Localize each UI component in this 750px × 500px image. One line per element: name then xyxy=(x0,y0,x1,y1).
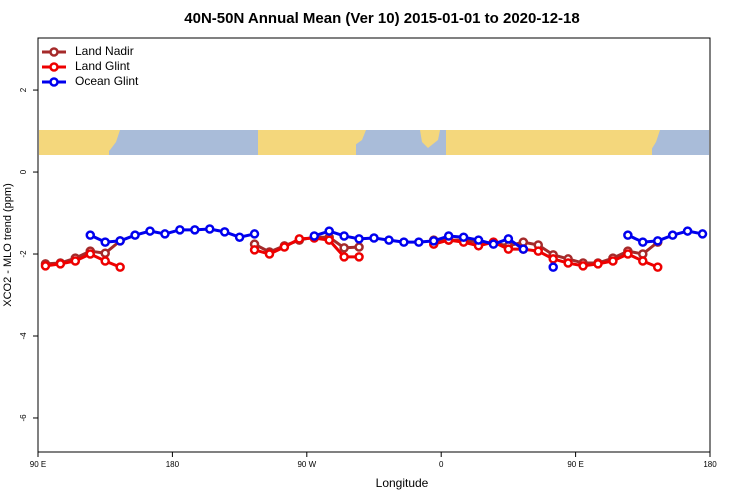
point xyxy=(204,224,215,234)
x-tick-label: 90 E xyxy=(30,460,46,469)
point xyxy=(324,235,334,245)
legend-label: Ocean Glint xyxy=(75,74,139,88)
point xyxy=(682,226,693,236)
point xyxy=(623,249,633,259)
legend-marker xyxy=(49,47,59,57)
point xyxy=(339,231,349,241)
point xyxy=(563,258,573,268)
y-tick-label: 2 xyxy=(19,87,28,92)
x-tick-label: 90 W xyxy=(297,460,316,469)
legend-marker xyxy=(49,62,59,72)
point xyxy=(339,243,349,253)
point xyxy=(264,249,275,259)
point xyxy=(294,234,305,244)
point xyxy=(40,261,51,271)
point xyxy=(85,230,96,240)
legend-label: Land Glint xyxy=(75,59,130,73)
point xyxy=(339,252,349,262)
y-tick-label: -2 xyxy=(19,250,28,258)
point xyxy=(638,237,648,247)
point xyxy=(130,230,140,240)
point xyxy=(384,235,394,245)
point xyxy=(55,259,66,269)
y-tick-label: -4 xyxy=(19,332,28,340)
point xyxy=(518,244,529,254)
point xyxy=(279,242,290,252)
point xyxy=(190,225,200,235)
x-tick-label: 180 xyxy=(166,460,180,469)
point xyxy=(414,237,424,247)
x-tick-label: 90 E xyxy=(567,460,583,469)
x-tick-label: 180 xyxy=(703,460,717,469)
point xyxy=(354,242,364,252)
point xyxy=(488,239,499,249)
point xyxy=(115,262,125,272)
point xyxy=(608,256,618,266)
point xyxy=(428,236,439,246)
point xyxy=(503,234,514,244)
point xyxy=(548,254,558,264)
point xyxy=(399,237,409,247)
point xyxy=(324,226,334,236)
plot-frame xyxy=(37,37,711,453)
chart-title: 40N-50N Annual Mean (Ver 10) 2015-01-01 … xyxy=(184,10,579,27)
point xyxy=(175,225,185,235)
point xyxy=(160,229,170,239)
point xyxy=(70,256,81,266)
point xyxy=(354,252,364,262)
point xyxy=(354,234,364,244)
point xyxy=(100,237,110,247)
point xyxy=(533,246,544,256)
y-axis-label: XCO2 - MLO trend (ppm) xyxy=(2,183,14,306)
point xyxy=(593,259,603,269)
point xyxy=(638,256,648,266)
point xyxy=(652,262,663,272)
point xyxy=(458,232,469,242)
point xyxy=(100,256,110,266)
point xyxy=(473,235,484,245)
point xyxy=(309,231,320,241)
point xyxy=(115,236,125,246)
point xyxy=(219,227,230,237)
point xyxy=(578,261,588,271)
x-tick-label: 0 xyxy=(439,460,444,469)
legend-marker xyxy=(49,77,59,87)
point xyxy=(100,248,110,258)
point xyxy=(369,233,379,243)
point xyxy=(443,231,454,241)
point xyxy=(623,230,633,240)
point xyxy=(85,249,96,259)
y-tick-label: 0 xyxy=(19,169,28,174)
point xyxy=(667,230,678,240)
map-band xyxy=(39,130,709,155)
legend-label: Land Nadir xyxy=(75,44,134,58)
point xyxy=(503,244,514,254)
y-tick-label: -6 xyxy=(19,414,28,422)
point xyxy=(652,236,663,246)
point xyxy=(249,245,260,255)
point xyxy=(145,226,155,236)
x-axis-label: Longitude xyxy=(376,476,429,490)
point xyxy=(548,262,558,272)
point xyxy=(697,229,708,239)
point xyxy=(234,232,245,242)
point xyxy=(249,229,260,239)
